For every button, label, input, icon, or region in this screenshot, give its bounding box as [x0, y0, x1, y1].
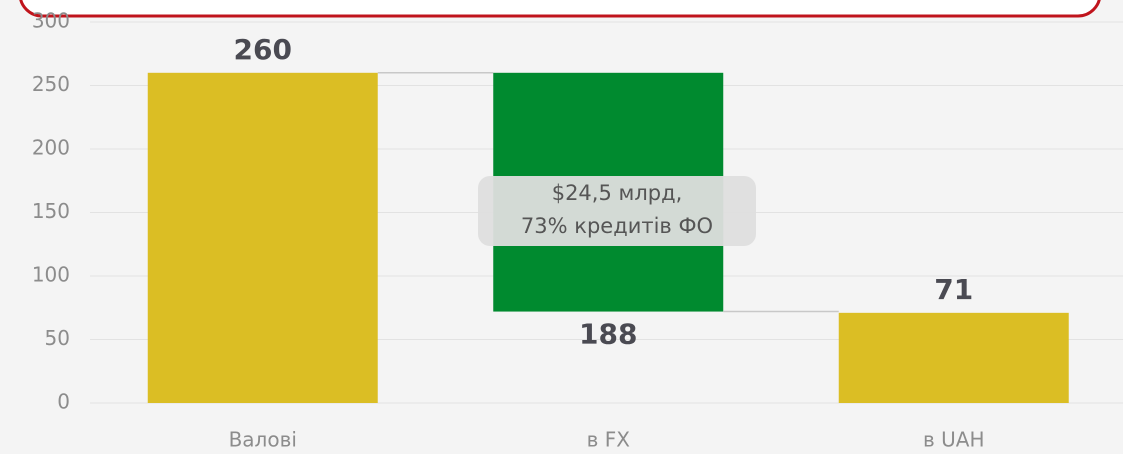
x-tick-label: в FX — [587, 428, 631, 452]
value-label: 188 — [579, 318, 637, 351]
x-tick-label: в UAH — [923, 428, 985, 452]
annotation: 73% кредитів ФО — [521, 214, 713, 238]
y-tick-label: 150 — [32, 199, 70, 223]
y-tick-label: 50 — [45, 326, 70, 350]
annotation-box — [478, 176, 756, 246]
y-tick-label: 200 — [32, 136, 70, 160]
value-label: 71 — [934, 273, 973, 306]
annotation: $24,5 млрд, — [552, 181, 683, 205]
x-tick-label: Валові — [229, 428, 297, 452]
y-tick-label: 0 — [57, 390, 70, 414]
value-label: 260 — [234, 33, 292, 66]
y-tick-label: 300 — [32, 9, 70, 33]
bar — [147, 72, 378, 404]
header-box — [19, 0, 1101, 18]
bar — [838, 312, 1069, 403]
y-tick-label: 100 — [32, 263, 70, 287]
y-tick-label: 250 — [32, 72, 70, 96]
